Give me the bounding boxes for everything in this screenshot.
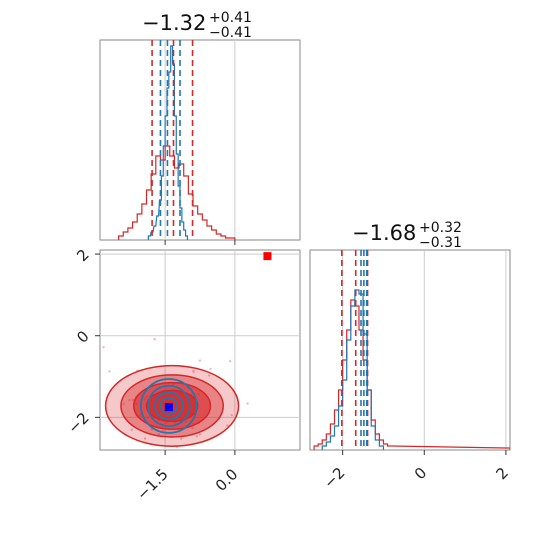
marker-series-b bbox=[164, 403, 173, 412]
scatter-point bbox=[108, 370, 111, 373]
scatter-point bbox=[209, 367, 212, 371]
p1-tick-label: 0.0 bbox=[212, 465, 242, 495]
p2-title-plus: +0.32 bbox=[419, 220, 462, 236]
p2-bottom-tick-label: 2 bbox=[492, 464, 511, 483]
scatter-point bbox=[157, 433, 160, 436]
p2-tick-label: 2 bbox=[73, 246, 92, 265]
p1-histogram-frame bbox=[99, 39, 301, 241]
scatter-point bbox=[122, 402, 125, 406]
p1-title-plus: +0.41 bbox=[209, 10, 252, 26]
p2-title-minus: −0.31 bbox=[419, 235, 462, 251]
scatter-point bbox=[208, 374, 211, 377]
p1-tick-label: −1.5 bbox=[133, 465, 171, 503]
p2-bottom-tick-label: 0 bbox=[411, 464, 430, 483]
p1-title: −1.32 bbox=[142, 11, 206, 35]
scatter-point bbox=[191, 427, 194, 430]
scatter-point bbox=[195, 434, 199, 438]
p2-tick-label: 0 bbox=[73, 327, 92, 346]
contour-series-b bbox=[140, 378, 198, 434]
scatter-point bbox=[180, 437, 183, 440]
contour-series-b bbox=[153, 391, 184, 421]
p2-histogram-series-b bbox=[321, 289, 385, 450]
p1-histogram-series-a bbox=[118, 145, 236, 240]
scatter-point bbox=[153, 338, 156, 341]
contour-series-b bbox=[147, 384, 191, 428]
p1-title-minus: −0.41 bbox=[209, 25, 252, 41]
scatter-point bbox=[226, 424, 229, 427]
marker-series-a bbox=[263, 252, 272, 261]
scatter-point bbox=[198, 359, 202, 362]
joint-density-panel bbox=[99, 249, 302, 451]
scatter-point bbox=[228, 360, 232, 363]
scatter-point bbox=[128, 398, 131, 402]
p1-histogram-series-b bbox=[147, 45, 189, 240]
scatter-point bbox=[130, 428, 133, 431]
p1-histogram-panel: −1.32 +0.41 −0.41 bbox=[99, 10, 301, 241]
scatter-point bbox=[192, 369, 195, 373]
scatter-point bbox=[143, 437, 147, 440]
scatter-point bbox=[246, 402, 249, 405]
contour-series-b bbox=[159, 396, 179, 415]
scatter-point bbox=[230, 413, 233, 417]
scatter-point bbox=[102, 345, 105, 349]
p2-histogram-frame bbox=[309, 249, 511, 451]
scatter-point bbox=[198, 433, 202, 436]
p2-tick-label: −2 bbox=[64, 409, 92, 437]
p2-histogram-panel: −1.68 +0.32 −0.31 bbox=[309, 220, 511, 451]
p2-title: −1.68 bbox=[352, 221, 416, 245]
scatter-point bbox=[131, 398, 135, 402]
scatter-point bbox=[300, 397, 302, 399]
p2-bottom-tick-label: −2 bbox=[320, 464, 348, 492]
